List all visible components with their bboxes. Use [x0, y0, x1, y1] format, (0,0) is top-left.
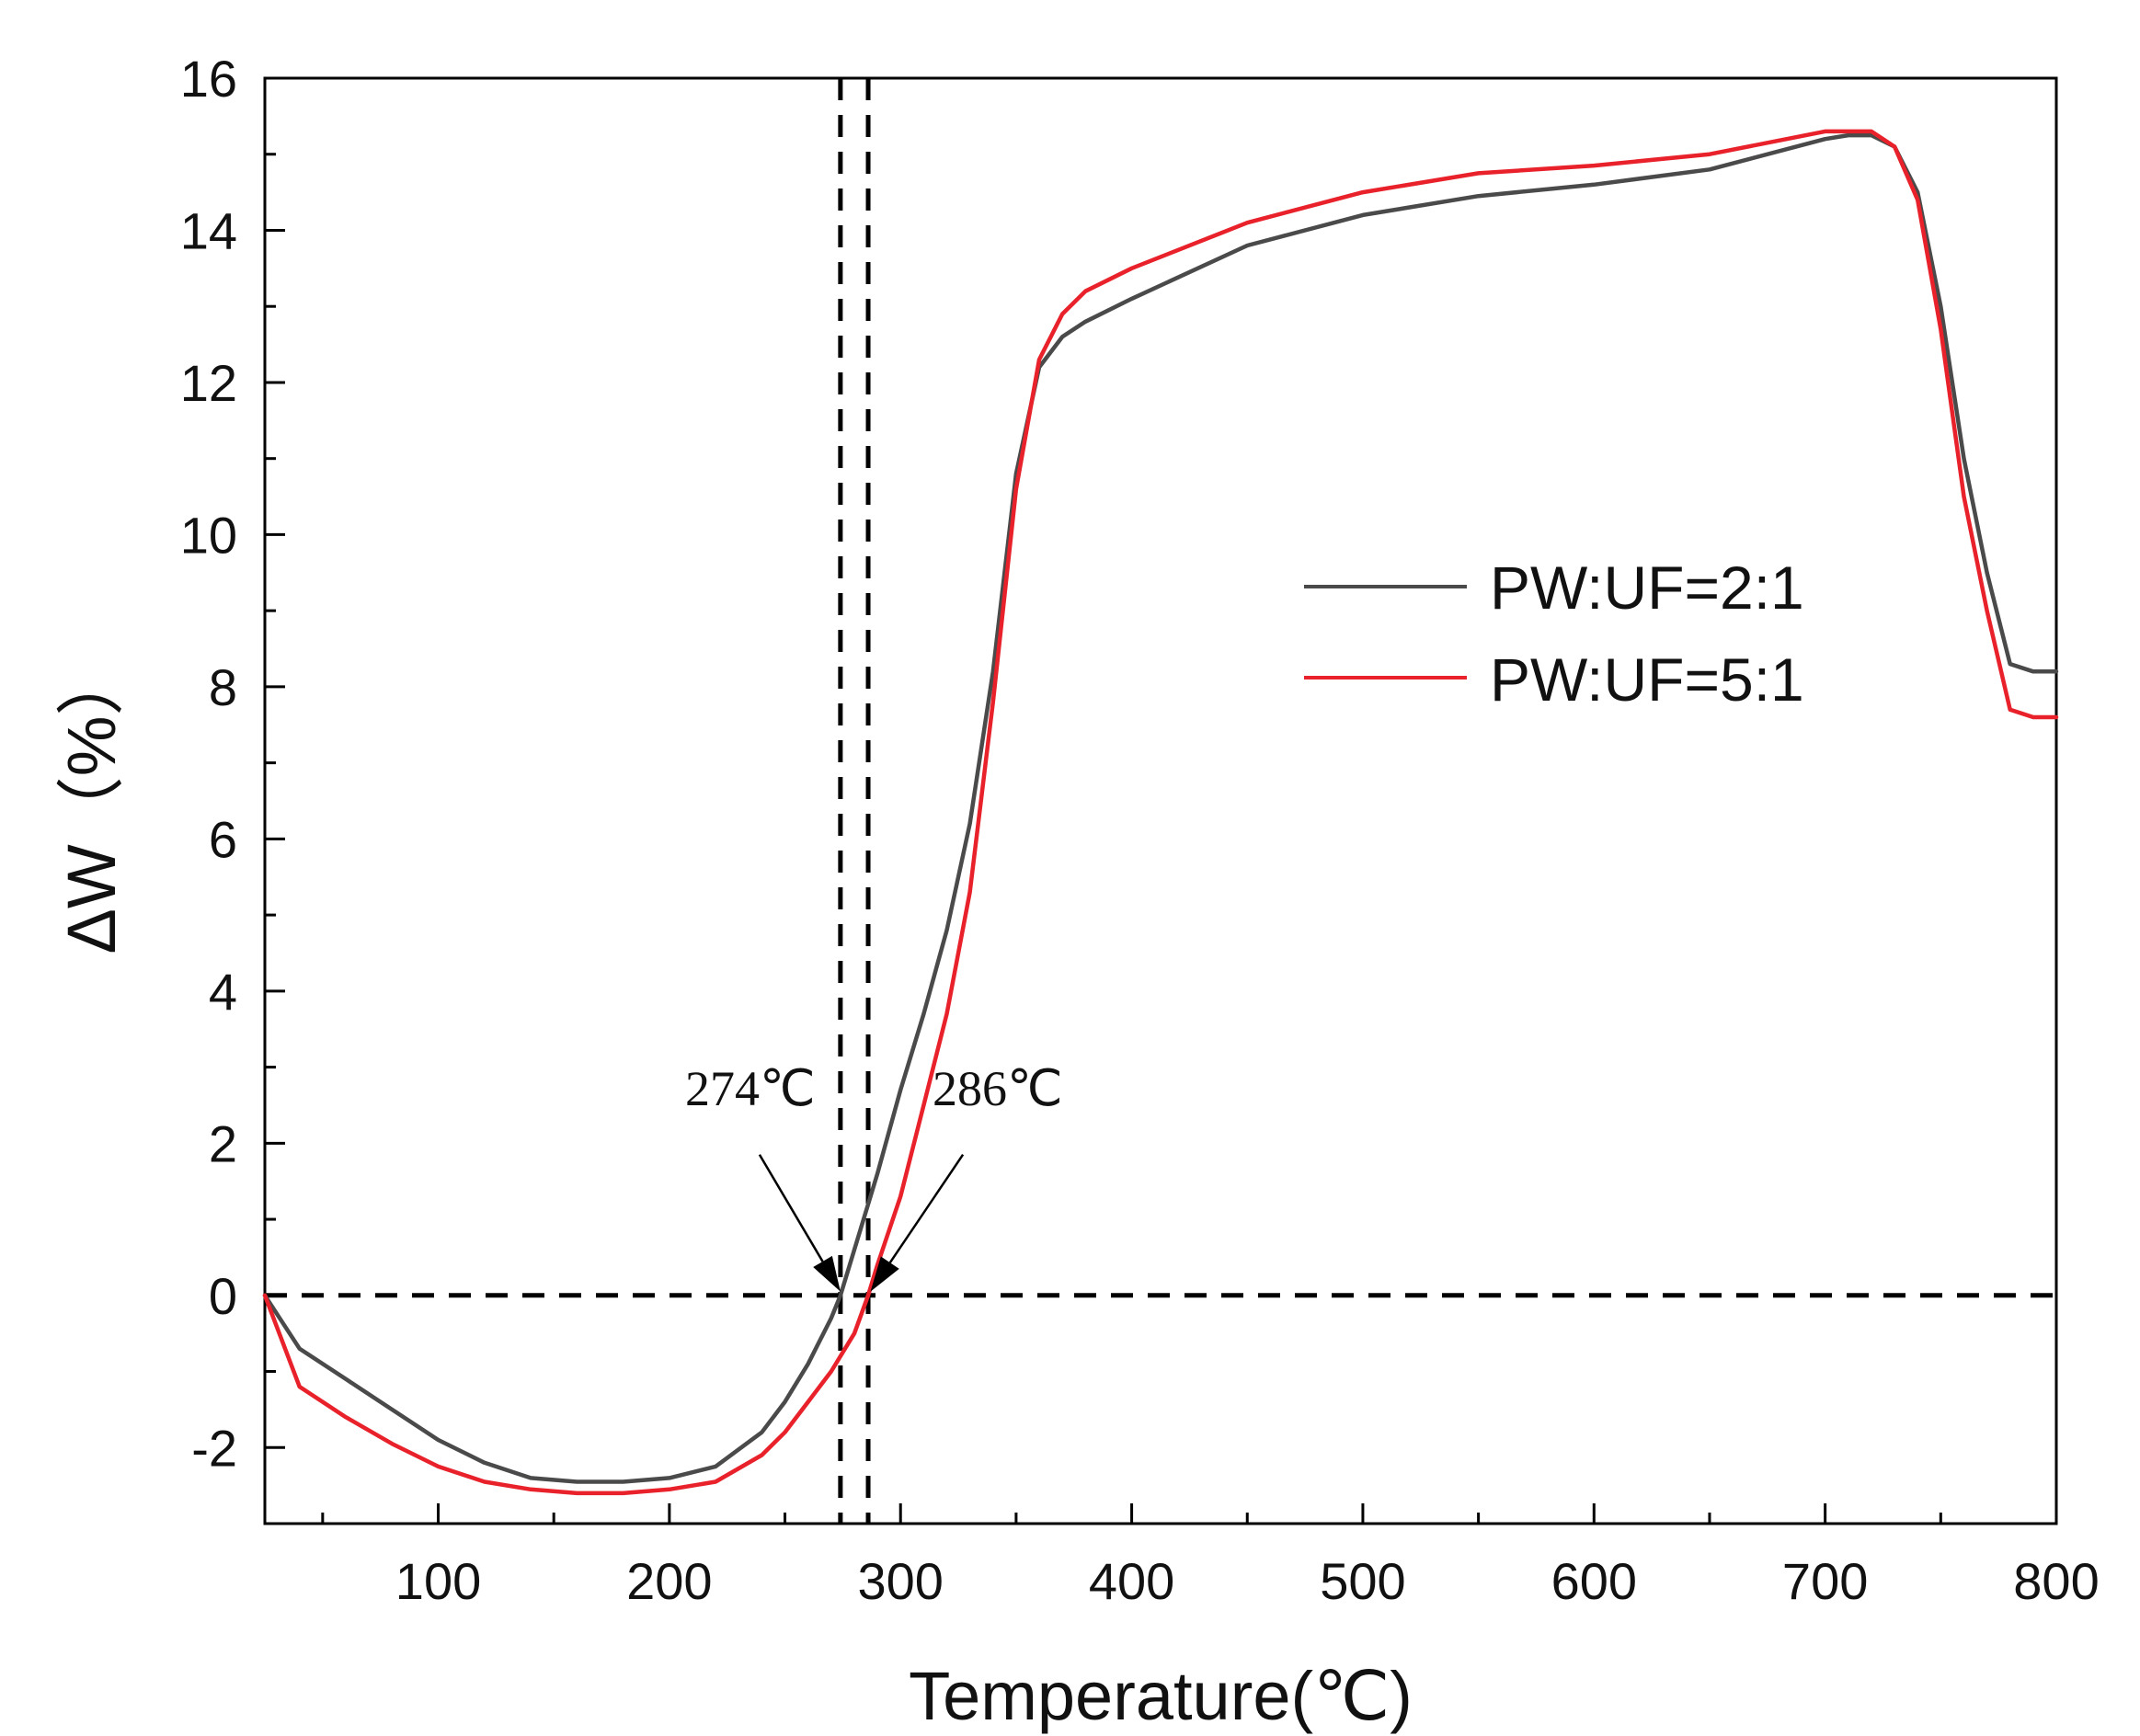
series-layer [262, 129, 2059, 1496]
y-tick-label-12: 12 [180, 354, 237, 412]
annotation-label-286: 286℃ [933, 1061, 1063, 1116]
annotations-layer: 274℃ 286℃ [685, 1061, 1063, 1292]
annotation-arrowhead-274 [813, 1255, 841, 1292]
y-tick-label-2: 2 [209, 1114, 237, 1172]
x-tick-label-700: 700 [1782, 1552, 1868, 1610]
y-axis-ticks: -2 0 2 4 6 8 10 12 14 16 [180, 50, 285, 1477]
x-tick-label-600: 600 [1551, 1552, 1637, 1610]
y-tick-label-10: 10 [180, 506, 237, 564]
legend-label-pw-uf-2-1: PW:UF=2:1 [1490, 554, 1804, 622]
x-tick-label-800: 800 [2013, 1552, 2099, 1610]
x-axis-title: Temperature(℃) [909, 1658, 1413, 1734]
annotation-label-274: 274℃ [685, 1061, 816, 1116]
y-tick-label--2: -2 [191, 1419, 237, 1477]
x-axis-ticks: 100 200 300 400 500 600 700 800 [321, 1503, 2100, 1610]
y-tick-label-4: 4 [209, 963, 237, 1021]
x-tick-label-100: 100 [395, 1552, 481, 1610]
x-tick-label-500: 500 [1320, 1552, 1405, 1610]
y-tick-label-14: 14 [180, 201, 237, 259]
x-tick-label-300: 300 [858, 1552, 944, 1610]
annotation-arrowhead-286 [870, 1256, 899, 1292]
legend: PW:UF=2:1 PW:UF=5:1 [1304, 554, 1804, 714]
annotation-arrow-286 [888, 1154, 965, 1263]
series-line-pw-uf-2-1 [262, 132, 2059, 1484]
x-tick-label-200: 200 [626, 1552, 712, 1610]
y-axis-title: ΔW（%） [53, 647, 130, 954]
x-tick-label-400: 400 [1089, 1552, 1174, 1610]
y-tick-label-6: 6 [209, 810, 237, 868]
series-line-pw-uf-5-1 [262, 129, 2059, 1496]
legend-label-pw-uf-5-1: PW:UF=5:1 [1490, 645, 1804, 714]
reference-lines [265, 78, 2056, 1524]
annotation-arrow-274 [758, 1154, 824, 1262]
y-tick-label-16: 16 [180, 50, 237, 108]
y-tick-label-8: 8 [209, 658, 237, 716]
plot-area-frame [263, 76, 2058, 1525]
y-tick-label-0: 0 [209, 1267, 237, 1325]
